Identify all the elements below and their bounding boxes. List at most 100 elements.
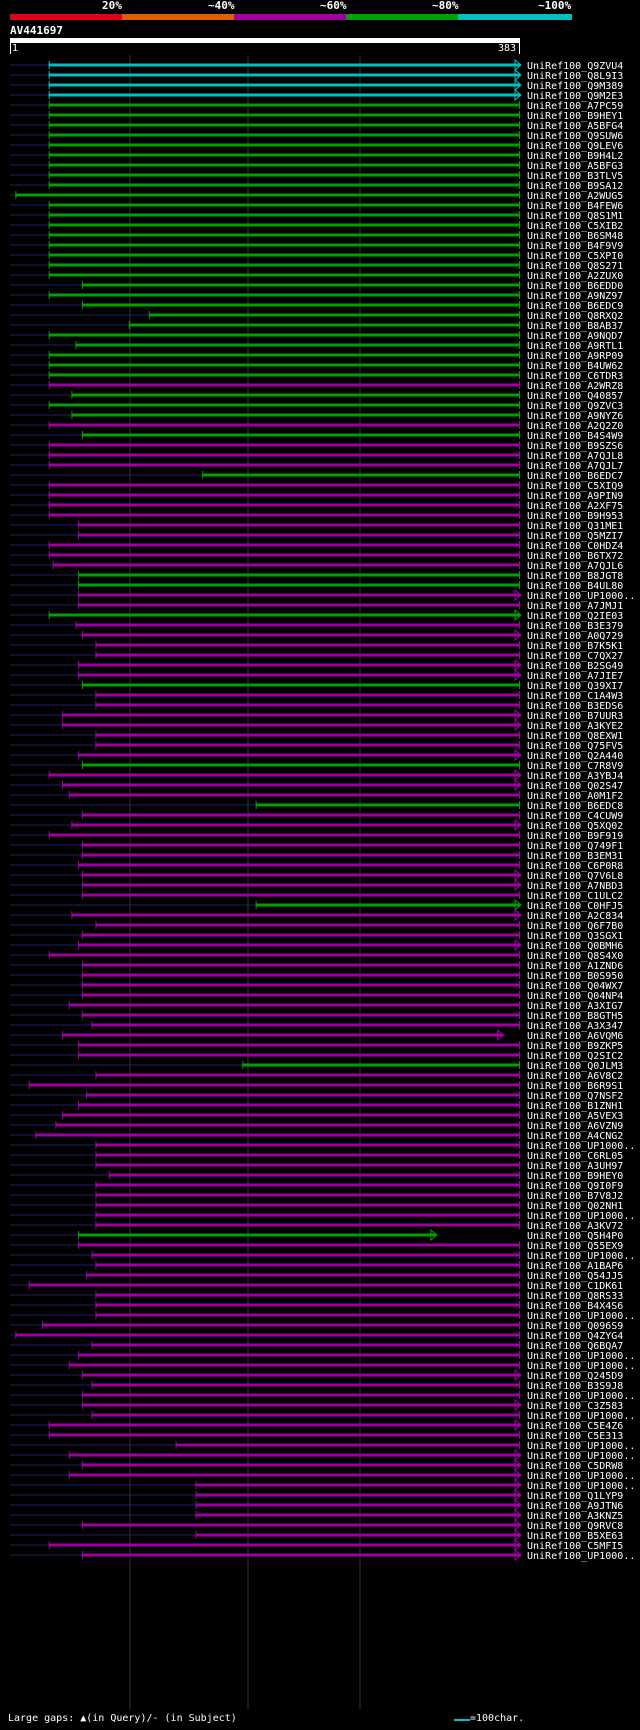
hit-row[interactable]: UniRef100_B6TX72 xyxy=(10,551,623,562)
hit-label[interactable]: UniRef100_A0Q729 xyxy=(527,631,623,642)
hit-row[interactable]: UniRef100_A5VEX3 xyxy=(10,1111,623,1122)
hit-label[interactable]: UniRef100_Q55EX9 xyxy=(527,1241,623,1252)
hit-row[interactable]: UniRef100_B1ZNH1 xyxy=(10,1101,623,1112)
hit-label[interactable]: UniRef100_Q4ZYG4 xyxy=(527,1331,623,1342)
hit-row[interactable]: UniRef100_Q7NSF2 xyxy=(10,1091,623,1102)
hit-label[interactable]: UniRef100_B3EDS6 xyxy=(527,701,623,712)
hit-label[interactable]: UniRef100_Q04WX7 xyxy=(527,981,623,992)
hit-label[interactable]: UniRef100_A3YBJ4 xyxy=(527,771,623,782)
hit-label[interactable]: UniRef100_B9SZS6 xyxy=(527,441,623,452)
hit-row[interactable]: UniRef100_Q8S271 xyxy=(10,261,623,272)
hit-label[interactable]: UniRef100_A5BFG4 xyxy=(527,121,623,132)
hit-row[interactable]: UniRef100_B3EM31 xyxy=(10,851,623,862)
hit-label[interactable]: UniRef100_Q04NP4 xyxy=(527,991,623,1002)
hit-row[interactable]: UniRef100_B9HEY0 xyxy=(10,1171,623,1182)
hit-row[interactable]: UniRef100_B7K5K1 xyxy=(10,641,623,652)
hit-row[interactable]: UniRef100_B8AB37 xyxy=(10,321,623,332)
hit-row[interactable]: UniRef100_B6EDD0 xyxy=(10,281,623,292)
hit-row[interactable]: UniRef100_A0M1F2 xyxy=(10,791,623,802)
hit-row[interactable]: UniRef100_B8GTH5 xyxy=(10,1011,623,1022)
hit-row[interactable]: UniRef100_UP1000.. xyxy=(10,1441,635,1452)
hit-row[interactable]: UniRef100_C5E313 xyxy=(10,1431,623,1442)
hit-row[interactable]: UniRef100_Q5H4P0 xyxy=(10,1228,623,1242)
hit-row[interactable]: UniRef100_A2C834 xyxy=(10,908,623,922)
hit-label[interactable]: UniRef100_B8AB37 xyxy=(527,321,623,332)
hit-row[interactable]: UniRef100_A7QJL8 xyxy=(10,451,623,462)
hit-label[interactable]: UniRef100_B9F919 xyxy=(527,831,623,842)
hit-label[interactable]: UniRef100_Q8EXW1 xyxy=(527,731,623,742)
hit-row[interactable]: UniRef100_Q3SGX1 xyxy=(10,931,623,942)
hit-row[interactable]: UniRef100_A3XIG7 xyxy=(10,1001,623,1012)
hit-label[interactable]: UniRef100_A3X347 xyxy=(527,1021,623,1032)
hit-label[interactable]: UniRef100_A7NBD3 xyxy=(527,881,623,892)
hit-label[interactable]: UniRef100_A9RP09 xyxy=(527,351,623,362)
hit-row[interactable]: UniRef100_C5XIQ9 xyxy=(10,481,623,492)
hit-row[interactable]: UniRef100_Q8RXQ2 xyxy=(10,311,623,322)
hit-row[interactable]: UniRef100_B8JGT8 xyxy=(10,571,623,582)
hit-row[interactable]: UniRef100_B9H4L2 xyxy=(10,151,623,162)
hit-row[interactable]: UniRef100_Q096S9 xyxy=(10,1321,623,1332)
hit-label[interactable]: UniRef100_A7JMJ1 xyxy=(527,601,623,612)
hit-row[interactable]: UniRef100_B6R9S1 xyxy=(10,1081,623,1092)
hit-label[interactable]: UniRef100_B9HEY0 xyxy=(527,1171,623,1182)
hit-row[interactable]: UniRef100_C4CUW9 xyxy=(10,811,623,822)
hit-row[interactable]: UniRef100_C5DRW8 xyxy=(10,1458,623,1472)
hit-row[interactable]: UniRef100_A3YBJ4 xyxy=(10,768,623,782)
hit-row[interactable]: UniRef100_Q8RS33 xyxy=(10,1291,623,1302)
hit-row[interactable]: UniRef100_B7V8J2 xyxy=(10,1191,623,1202)
hit-label[interactable]: UniRef100_A7QJL8 xyxy=(527,451,623,462)
hit-row[interactable]: UniRef100_UP1000.. xyxy=(10,1448,635,1462)
hit-label[interactable]: UniRef100_C1A4W3 xyxy=(527,691,623,702)
hit-row[interactable]: UniRef100_B2SG49 xyxy=(10,658,623,672)
hit-row[interactable]: UniRef100_UP1000.. xyxy=(10,1478,635,1492)
hit-row[interactable]: UniRef100_Q8S1M1 xyxy=(10,211,623,222)
hit-row[interactable]: UniRef100_B0S950 xyxy=(10,971,623,982)
hit-label[interactable]: UniRef100_B5XE63 xyxy=(527,1531,623,1542)
hit-label[interactable]: UniRef100_B6TX72 xyxy=(527,551,623,562)
hit-row[interactable]: UniRef100_C1ULC2 xyxy=(10,891,623,902)
hit-row[interactable]: UniRef100_Q04WX7 xyxy=(10,981,623,992)
hit-label[interactable]: UniRef100_Q9SUW6 xyxy=(527,131,623,142)
hit-label[interactable]: UniRef100_A2WRZ8 xyxy=(527,381,623,392)
hit-row[interactable]: UniRef100_C0HDZ4 xyxy=(10,541,623,552)
hit-row[interactable]: UniRef100_A2XF75 xyxy=(10,501,623,512)
hit-row[interactable]: UniRef100_A9PIN9 xyxy=(10,491,623,502)
hit-row[interactable]: UniRef100_A7NBD3 xyxy=(10,878,623,892)
hit-label[interactable]: UniRef100_Q9M389 xyxy=(527,81,623,92)
hit-label[interactable]: UniRef100_B3TLV5 xyxy=(527,171,623,182)
hit-label[interactable]: UniRef100_A0M1F2 xyxy=(527,791,623,802)
hit-row[interactable]: UniRef100_C5XPI0 xyxy=(10,251,623,262)
hit-label[interactable]: UniRef100_A7QJL7 xyxy=(527,461,623,472)
hit-row[interactable]: UniRef100_B9H953 xyxy=(10,511,623,522)
hit-label[interactable]: UniRef100_UP1000.. xyxy=(527,1451,635,1462)
hit-label[interactable]: UniRef100_Q9LEV6 xyxy=(527,141,623,152)
hit-row[interactable]: UniRef100_Q4ZYG4 xyxy=(10,1331,623,1342)
hit-label[interactable]: UniRef100_Q02NH1 xyxy=(527,1201,623,1212)
hit-row[interactable]: UniRef100_C5XIB2 xyxy=(10,221,623,232)
hit-label[interactable]: UniRef100_Q2IE03 xyxy=(527,611,623,622)
hit-label[interactable]: UniRef100_Q02S47 xyxy=(527,781,623,792)
hit-label[interactable]: UniRef100_B4FEW6 xyxy=(527,201,623,212)
hit-row[interactable]: UniRef100_Q04NP4 xyxy=(10,991,623,1002)
hit-row[interactable]: UniRef100_Q1LYP9 xyxy=(10,1488,623,1502)
hit-label[interactable]: UniRef100_A3KNZ5 xyxy=(527,1511,623,1522)
hit-label[interactable]: UniRef100_Q5H4P0 xyxy=(527,1231,623,1242)
hit-label[interactable]: UniRef100_A5VEX3 xyxy=(527,1111,623,1122)
hit-row[interactable]: UniRef100_A9NYZ6 xyxy=(10,411,623,422)
hit-label[interactable]: UniRef100_Q2SIC2 xyxy=(527,1051,623,1062)
hit-label[interactable]: UniRef100_C6RL05 xyxy=(527,1151,623,1162)
hit-label[interactable]: UniRef100_B9SA12 xyxy=(527,181,623,192)
hit-row[interactable]: UniRef100_A9NZ97 xyxy=(10,291,623,302)
hit-row[interactable]: UniRef100_A7QJL7 xyxy=(10,461,623,472)
hit-row[interactable]: UniRef100_UP1000.. xyxy=(10,1141,635,1152)
hit-label[interactable]: UniRef100_Q5XQ02 xyxy=(527,821,623,832)
hit-row[interactable]: UniRef100_A7JIE7 xyxy=(10,668,623,682)
hit-row[interactable]: UniRef100_B4UW62 xyxy=(10,361,623,372)
hit-row[interactable]: UniRef100_Q31ME1 xyxy=(10,521,623,532)
hit-row[interactable]: UniRef100_Q9ZVU4 xyxy=(10,58,623,72)
hit-row[interactable]: UniRef100_C6TDR3 xyxy=(10,371,623,382)
hit-label[interactable]: UniRef100_Q9ZVU4 xyxy=(527,61,623,72)
hit-label[interactable]: UniRef100_C5DRW8 xyxy=(527,1461,623,1472)
hit-row[interactable]: UniRef100_C0HFJ5 xyxy=(10,898,623,912)
hit-label[interactable]: UniRef100_Q2A440 xyxy=(527,751,623,762)
